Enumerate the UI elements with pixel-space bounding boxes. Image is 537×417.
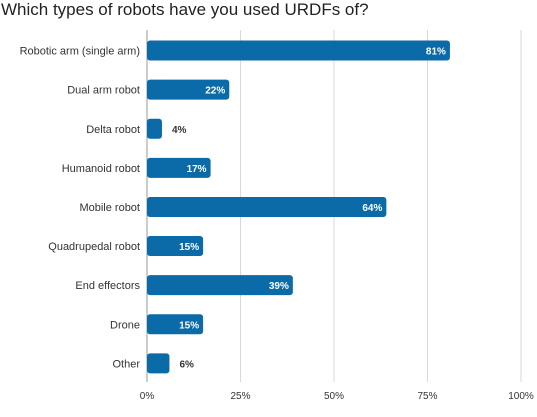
bar bbox=[147, 79, 230, 100]
bar bbox=[147, 157, 211, 178]
x-tick-label: 50% bbox=[324, 391, 344, 402]
category-label: Robotic arm (single arm) bbox=[20, 46, 140, 58]
bar bbox=[147, 314, 204, 335]
value-label: 15% bbox=[179, 242, 199, 253]
x-tick-label: 25% bbox=[230, 391, 250, 402]
bar bbox=[147, 118, 162, 139]
category-label: Dual arm robot bbox=[67, 85, 140, 97]
value-label: 17% bbox=[187, 164, 207, 175]
category-label: Other bbox=[112, 358, 140, 370]
bar bbox=[147, 196, 387, 217]
x-tick-label: 0% bbox=[140, 391, 155, 402]
chart-title: Which types of robots have you used URDF… bbox=[1, 0, 369, 19]
bar bbox=[147, 40, 450, 61]
bars: 81% 22% 4% 17% 64% 15% 39% 15% 6% bbox=[147, 40, 450, 374]
x-axis-ticks: 0% 25% 50% 75% 100% bbox=[140, 391, 534, 402]
category-labels: Robotic arm (single arm) Dual arm robot De… bbox=[20, 46, 141, 371]
category-label: Mobile robot bbox=[79, 202, 140, 214]
value-label: 64% bbox=[362, 203, 382, 214]
category-label: Drone bbox=[110, 319, 140, 331]
category-label: Quadrupedal robot bbox=[48, 241, 140, 253]
value-label: 6% bbox=[179, 359, 194, 370]
bar bbox=[147, 353, 170, 374]
bar bbox=[147, 236, 204, 257]
category-label: End effectors bbox=[75, 280, 140, 292]
category-label: Humanoid robot bbox=[62, 163, 140, 175]
x-tick-label: 75% bbox=[417, 391, 437, 402]
value-label: 39% bbox=[269, 281, 289, 292]
value-label: 4% bbox=[172, 125, 187, 136]
value-label: 15% bbox=[179, 320, 199, 331]
bar bbox=[147, 275, 293, 296]
value-label: 22% bbox=[205, 86, 225, 97]
value-label: 81% bbox=[426, 47, 446, 58]
x-tick-label: 100% bbox=[508, 391, 534, 402]
category-label: Delta robot bbox=[86, 124, 140, 136]
